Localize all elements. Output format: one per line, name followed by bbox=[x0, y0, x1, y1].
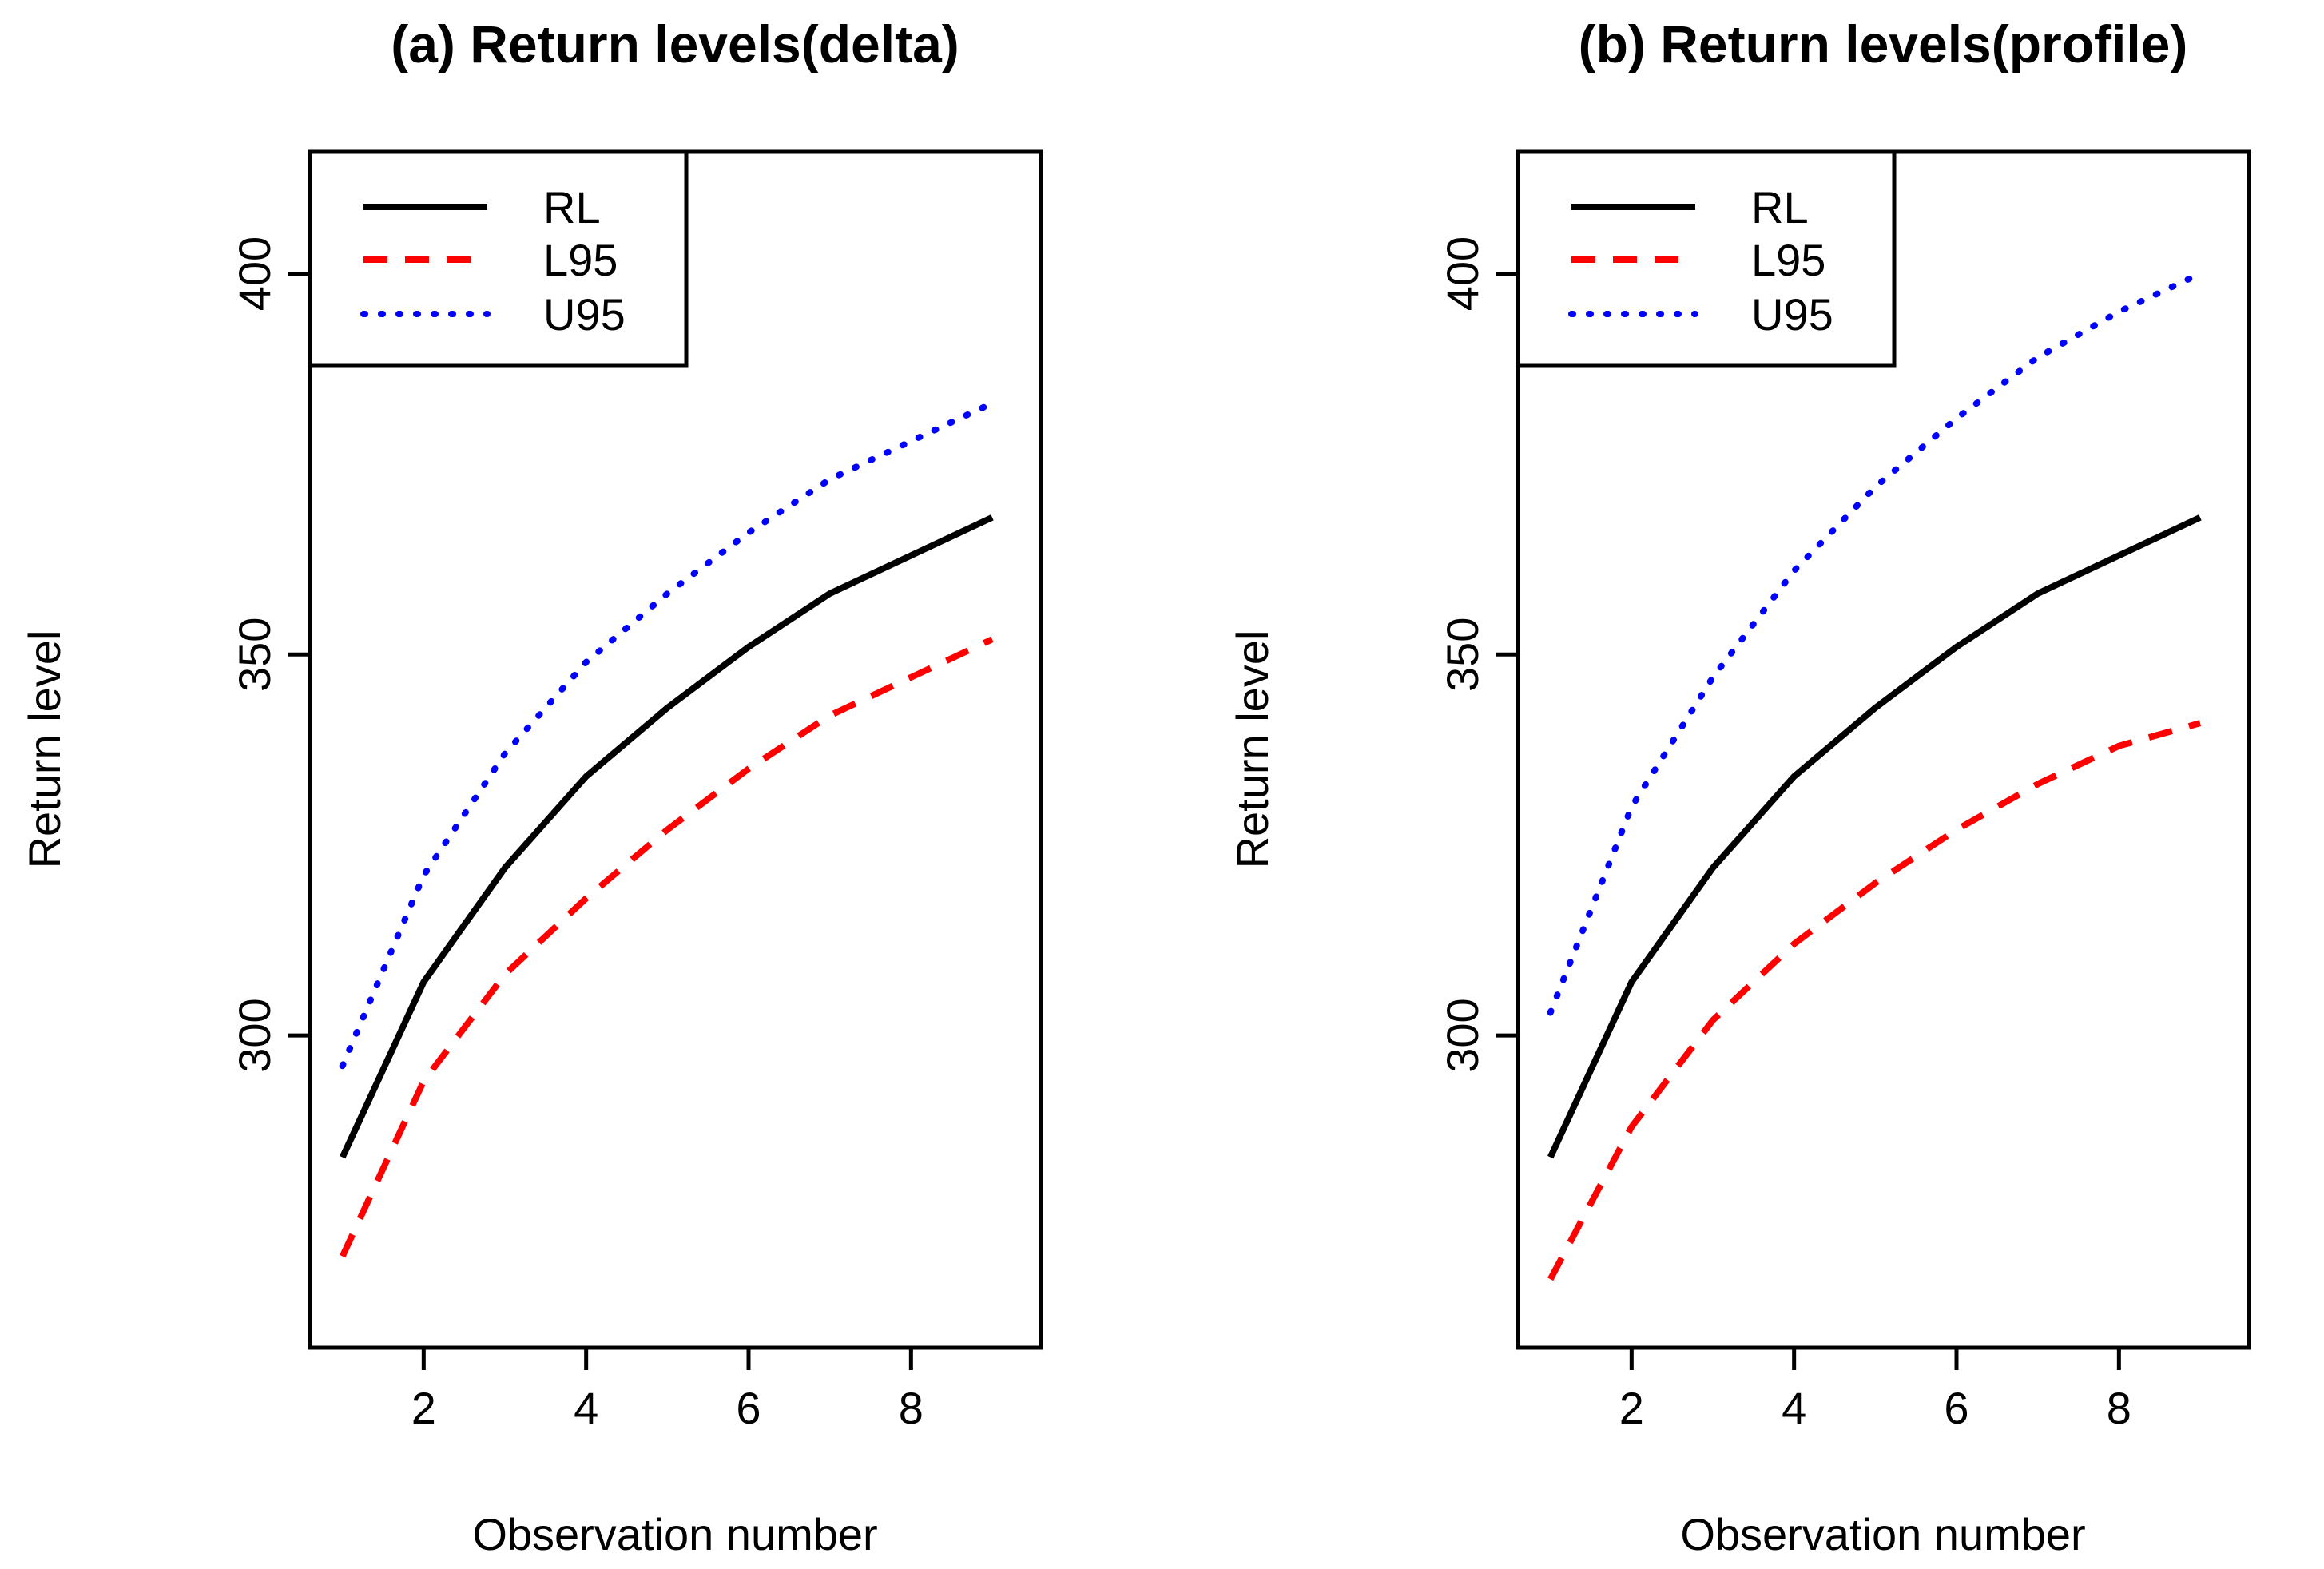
legend-label-l95: L95 bbox=[543, 235, 618, 285]
series-line-l95 bbox=[1547, 720, 2202, 1281]
series-line-rl bbox=[340, 514, 994, 1159]
y-tick-label: 350 bbox=[229, 618, 280, 692]
legend: RL L95 U95 bbox=[1516, 149, 1897, 368]
legend-label-rl: RL bbox=[1751, 182, 1809, 232]
x-axis-ticks: 2 4 6 8 bbox=[1619, 1348, 2131, 1433]
y-tick-label: 300 bbox=[229, 998, 280, 1072]
panel-b: (b) Return levels(profile) Observation n… bbox=[1227, 14, 2251, 1559]
y-tick-label: 400 bbox=[1437, 236, 1488, 311]
series-lines bbox=[339, 399, 995, 1258]
y-tick-label: 350 bbox=[1437, 618, 1488, 692]
panel-a: (a) Return levels(delta) Observation num… bbox=[19, 14, 1043, 1559]
legend-label-l95: L95 bbox=[1751, 235, 1825, 285]
series-lines bbox=[1547, 270, 2203, 1281]
series-line-u95 bbox=[339, 399, 995, 1070]
x-tick-label: 6 bbox=[1944, 1383, 1968, 1433]
x-tick-label: 4 bbox=[574, 1383, 598, 1433]
y-axis-ticks: 300 350 400 bbox=[1437, 236, 1518, 1073]
y-tick-label: 400 bbox=[229, 236, 280, 311]
x-tick-label: 8 bbox=[2107, 1383, 2131, 1433]
legend-label-u95: U95 bbox=[543, 289, 626, 340]
x-axis-label: Observation number bbox=[472, 1509, 877, 1559]
x-axis-label: Observation number bbox=[1680, 1509, 2085, 1559]
x-tick-label: 2 bbox=[1619, 1383, 1644, 1433]
legend-label-rl: RL bbox=[543, 182, 601, 232]
series-line-u95 bbox=[1547, 270, 2203, 1016]
x-axis-ticks: 2 4 6 8 bbox=[411, 1348, 924, 1433]
y-axis-label: Return level bbox=[1227, 630, 1277, 869]
x-tick-label: 6 bbox=[736, 1383, 761, 1433]
x-tick-label: 4 bbox=[1782, 1383, 1806, 1433]
legend-label-u95: U95 bbox=[1751, 289, 1833, 340]
panel-title: (b) Return levels(profile) bbox=[1579, 14, 2188, 73]
x-tick-label: 2 bbox=[411, 1383, 436, 1433]
series-line-l95 bbox=[340, 636, 994, 1258]
y-tick-label: 300 bbox=[1437, 998, 1488, 1072]
series-line-rl bbox=[1547, 514, 2202, 1159]
y-axis-ticks: 300 350 400 bbox=[229, 236, 310, 1073]
panel-title: (a) Return levels(delta) bbox=[391, 14, 959, 73]
y-axis-label: Return level bbox=[19, 630, 70, 869]
x-tick-label: 8 bbox=[899, 1383, 924, 1433]
legend: RL L95 U95 bbox=[308, 149, 689, 368]
